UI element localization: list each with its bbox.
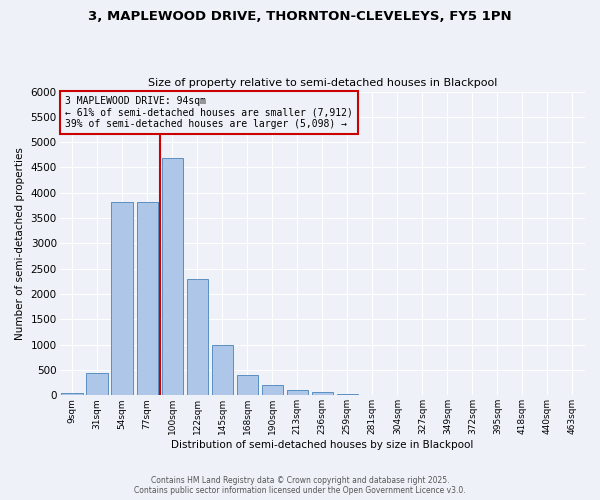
Text: 3, MAPLEWOOD DRIVE, THORNTON-CLEVELEYS, FY5 1PN: 3, MAPLEWOOD DRIVE, THORNTON-CLEVELEYS, … <box>88 10 512 23</box>
Bar <box>187 279 208 396</box>
Bar <box>262 384 283 396</box>
Title: Size of property relative to semi-detached houses in Blackpool: Size of property relative to semi-detach… <box>148 78 497 88</box>
Y-axis label: Number of semi-detached properties: Number of semi-detached properties <box>15 147 25 340</box>
Bar <box>311 392 333 396</box>
Bar <box>362 395 383 396</box>
Bar <box>337 394 358 396</box>
Bar <box>86 373 108 396</box>
Bar <box>61 393 83 396</box>
X-axis label: Distribution of semi-detached houses by size in Blackpool: Distribution of semi-detached houses by … <box>171 440 473 450</box>
Bar <box>137 202 158 396</box>
Bar <box>161 158 183 396</box>
Text: Contains HM Land Registry data © Crown copyright and database right 2025.
Contai: Contains HM Land Registry data © Crown c… <box>134 476 466 495</box>
Bar <box>287 390 308 396</box>
Text: 3 MAPLEWOOD DRIVE: 94sqm
← 61% of semi-detached houses are smaller (7,912)
39% o: 3 MAPLEWOOD DRIVE: 94sqm ← 61% of semi-d… <box>65 96 353 130</box>
Bar <box>236 375 258 396</box>
Bar <box>212 344 233 396</box>
Bar <box>112 202 133 396</box>
